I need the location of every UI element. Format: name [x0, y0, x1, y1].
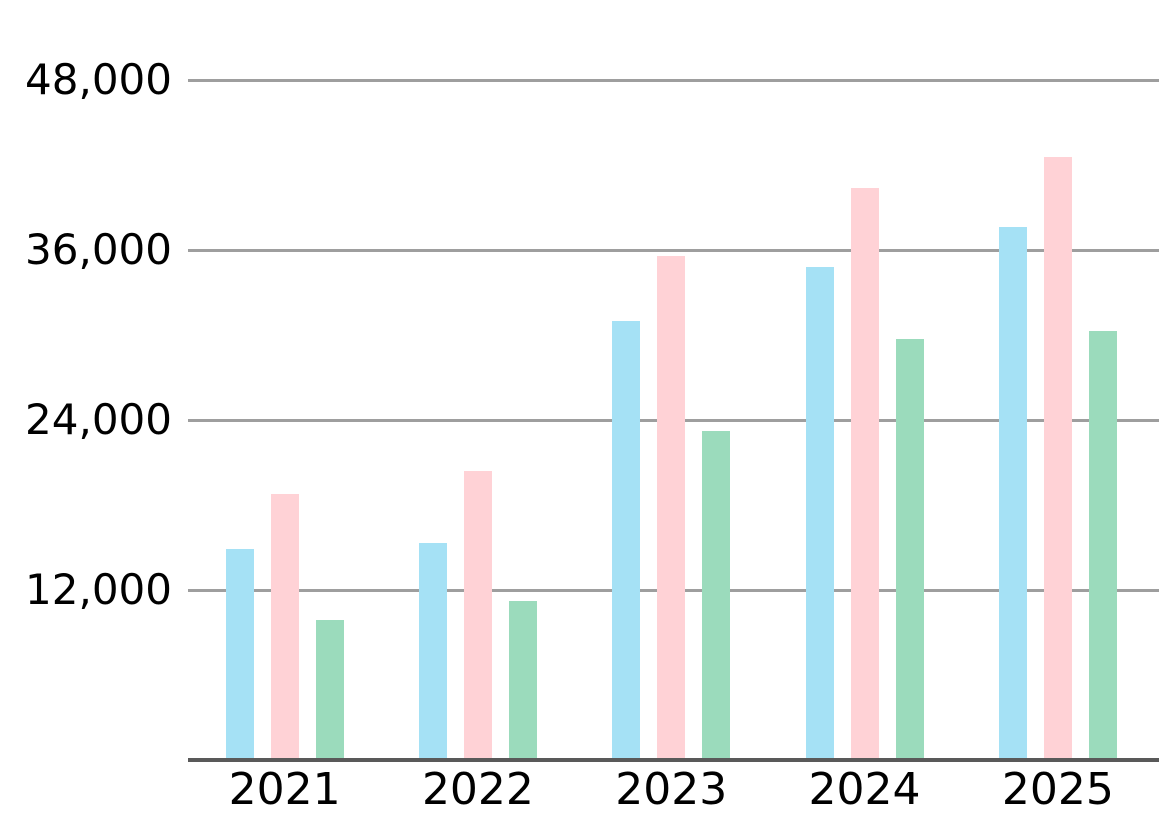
bar-pink-2022	[463, 471, 492, 758]
x-axis-category-label: 2025	[1001, 764, 1114, 813]
bar-pink-2025	[1043, 156, 1072, 758]
bar-pink-2021	[270, 493, 299, 758]
bar-blue-2021	[225, 548, 254, 758]
x-axis-category-label: 2024	[808, 764, 921, 813]
x-axis-line	[188, 758, 1159, 762]
bar-blue-2024	[805, 267, 834, 758]
y-axis-tick-label: 24,000	[25, 395, 172, 444]
bar-green-2024	[895, 339, 924, 758]
bar-green-2025	[1088, 330, 1117, 758]
bar-blue-2023	[612, 320, 641, 758]
bar-green-2023	[702, 431, 731, 758]
y-axis-tick-label: 48,000	[25, 55, 172, 104]
y-axis-tick-label: 12,000	[25, 565, 172, 614]
x-axis-category-label: 2021	[228, 764, 341, 813]
gridline	[188, 78, 1159, 82]
gridline	[188, 248, 1159, 252]
bar-blue-2025	[998, 227, 1027, 758]
bar-blue-2022	[418, 543, 447, 758]
bar-green-2022	[508, 601, 537, 758]
x-axis-category-label: 2023	[615, 764, 728, 813]
y-axis-tick-label: 36,000	[25, 225, 172, 274]
bar-green-2021	[315, 619, 344, 758]
x-axis-category-label: 2022	[421, 764, 534, 813]
bar-pink-2023	[657, 255, 686, 758]
bar-pink-2024	[850, 187, 879, 758]
